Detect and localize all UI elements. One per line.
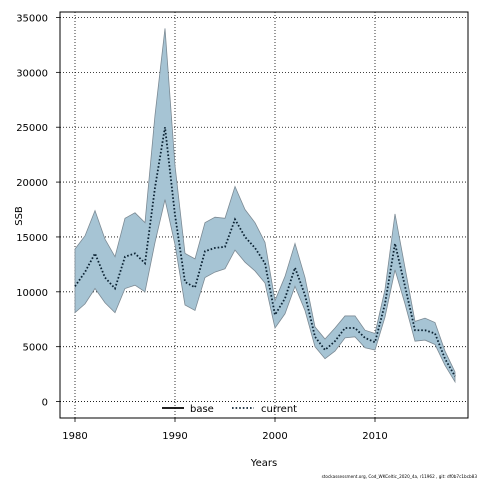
axis-ticks: 1980 1990 2000 2010 0 5000 10000 15000 20000 2500… [16,13,388,442]
x-tick-label-1990: 1990 [162,431,187,442]
plot-frame [59,11,469,419]
legend: base current [162,404,297,415]
y-tick-label-15000: 15000 [16,233,48,244]
y-tick-label-35000: 35000 [16,13,48,24]
y-tick-label-25000: 25000 [16,123,48,134]
footnote: stockassessment.org, Cod_WKCeltic_2020_4… [322,474,478,479]
legend-label-base: base [190,404,214,415]
y-tick-label-10000: 10000 [16,288,48,299]
y-tick-label-0: 0 [42,398,48,409]
y-tick-label-30000: 30000 [16,68,48,79]
y-axis-title: SSB [14,206,25,226]
x-tick-label-2000: 2000 [262,431,287,442]
confidence-band [74,28,456,384]
series-current-line [74,127,456,377]
y-tick-label-20000: 20000 [16,178,48,189]
x-tick-label-1980: 1980 [62,431,87,442]
grid [60,12,468,418]
x-axis-title: Years [250,458,277,469]
legend-label-current: current [261,404,297,415]
y-tick-label-5000: 5000 [23,343,48,354]
x-tick-label-2010: 2010 [362,431,387,442]
